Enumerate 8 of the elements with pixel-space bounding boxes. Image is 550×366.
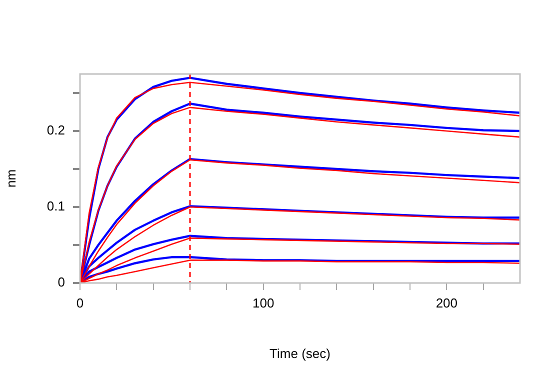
x-tick-label: 100 — [252, 295, 274, 310]
x-tick-label: 200 — [436, 295, 458, 310]
y-tick-label: 0.1 — [46, 198, 65, 214]
y-tick-label: 0.2 — [46, 122, 65, 138]
x-axis-title: Time (sec) — [270, 346, 330, 361]
x-tick-label: 0 — [76, 295, 84, 310]
y-tick-label: 0 — [58, 274, 65, 290]
y-axis-title: nm — [3, 169, 18, 188]
